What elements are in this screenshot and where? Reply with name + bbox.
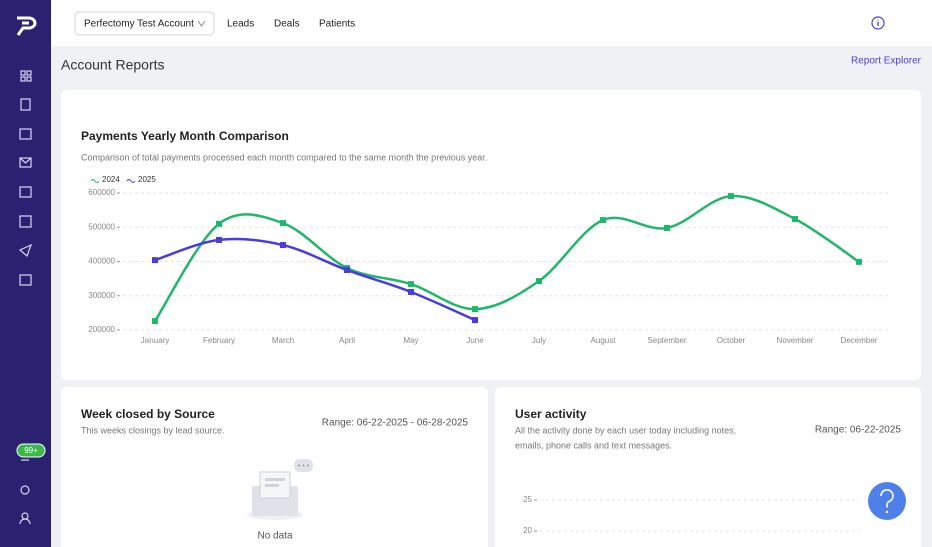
- page-title: Account Reports: [61, 57, 165, 73]
- point-marker: [856, 258, 862, 265]
- point-marker: [280, 220, 286, 227]
- point-marker: [728, 193, 734, 200]
- point-marker: [600, 217, 606, 224]
- point-marker: [152, 318, 158, 325]
- range: Range: 06-22-2025 - 06-28-2025: [322, 418, 469, 429]
- logo: [16, 16, 37, 36]
- report-explorer-link[interactable]: Report Explorer: [851, 56, 922, 67]
- range: Range: 06-22-2025: [815, 425, 902, 436]
- chart-title: Payments Yearly Month Comparison: [81, 129, 289, 143]
- nav-link[interactable]: Patients: [319, 19, 355, 30]
- empty-illustration: [247, 459, 313, 520]
- point-marker: [792, 216, 798, 223]
- nav-link[interactable]: Deals: [274, 19, 300, 30]
- account-name: Perfectomy Test Account: [84, 19, 194, 30]
- x-tick-label: June: [466, 336, 484, 345]
- card-title: Week closed by Source: [81, 407, 215, 421]
- point-marker: [152, 257, 158, 264]
- x-tick-label: April: [339, 336, 355, 345]
- point-marker: [280, 242, 286, 249]
- x-tick-label: February: [203, 336, 235, 345]
- x-tick-label: May: [403, 336, 418, 345]
- series-line: [154, 237, 476, 322]
- legend-swatch: [126, 179, 136, 183]
- dropdown-arrow: [197, 20, 206, 27]
- x-tick-label: July: [532, 336, 546, 345]
- point-marker: [664, 224, 670, 231]
- point-marker: [408, 281, 414, 288]
- badge-text: 99+: [24, 446, 38, 455]
- info-icon[interactable]: [871, 16, 885, 30]
- account-select[interactable]: [74, 11, 215, 36]
- sidebar: [0, 0, 51, 547]
- legend-label: 2025: [138, 175, 156, 184]
- y-tick-label: 400000: [88, 257, 115, 266]
- point-marker: [216, 236, 222, 243]
- point-marker: [344, 267, 350, 274]
- y-tick-label: 200000: [88, 325, 115, 334]
- y-tick-label: 25: [523, 495, 532, 504]
- x-tick-label: September: [647, 336, 686, 345]
- x-tick-label: December: [841, 336, 878, 345]
- point-marker: [472, 306, 478, 313]
- card-subtitle: This weeks closings by lead source.: [81, 425, 225, 435]
- nav-link[interactable]: Leads: [227, 19, 254, 30]
- card-subtitle: All the activity done by each user today…: [515, 425, 736, 435]
- y-tick-label: 600000: [88, 188, 115, 197]
- sidebar-icons[interactable]: [18, 70, 33, 525]
- y-tick-label: 300000: [88, 291, 115, 300]
- point-marker: [216, 220, 222, 227]
- y-tick-label: 20: [523, 526, 532, 535]
- card-subtitle: emails, phone calls and text messages.: [515, 440, 672, 450]
- x-tick-label: November: [777, 336, 814, 345]
- x-tick-label: March: [272, 336, 294, 345]
- card: [495, 387, 921, 547]
- card: [61, 387, 488, 547]
- point-marker: [536, 278, 542, 285]
- point-marker: [408, 288, 414, 295]
- x-tick-label: January: [141, 336, 169, 345]
- x-tick-label: October: [717, 336, 746, 345]
- legend-label: 2024: [102, 175, 120, 184]
- point-marker: [472, 317, 478, 324]
- empty-text: No data: [257, 531, 292, 542]
- notification-badge: [16, 443, 46, 458]
- y-tick-label: 500000: [88, 222, 115, 231]
- chart-subtitle: Comparison of total payments processed e…: [81, 152, 487, 162]
- card-title: User activity: [515, 407, 587, 421]
- x-tick-label: August: [591, 336, 617, 345]
- help-button[interactable]: [868, 482, 906, 520]
- card: [61, 90, 921, 380]
- legend-swatch: [90, 179, 100, 183]
